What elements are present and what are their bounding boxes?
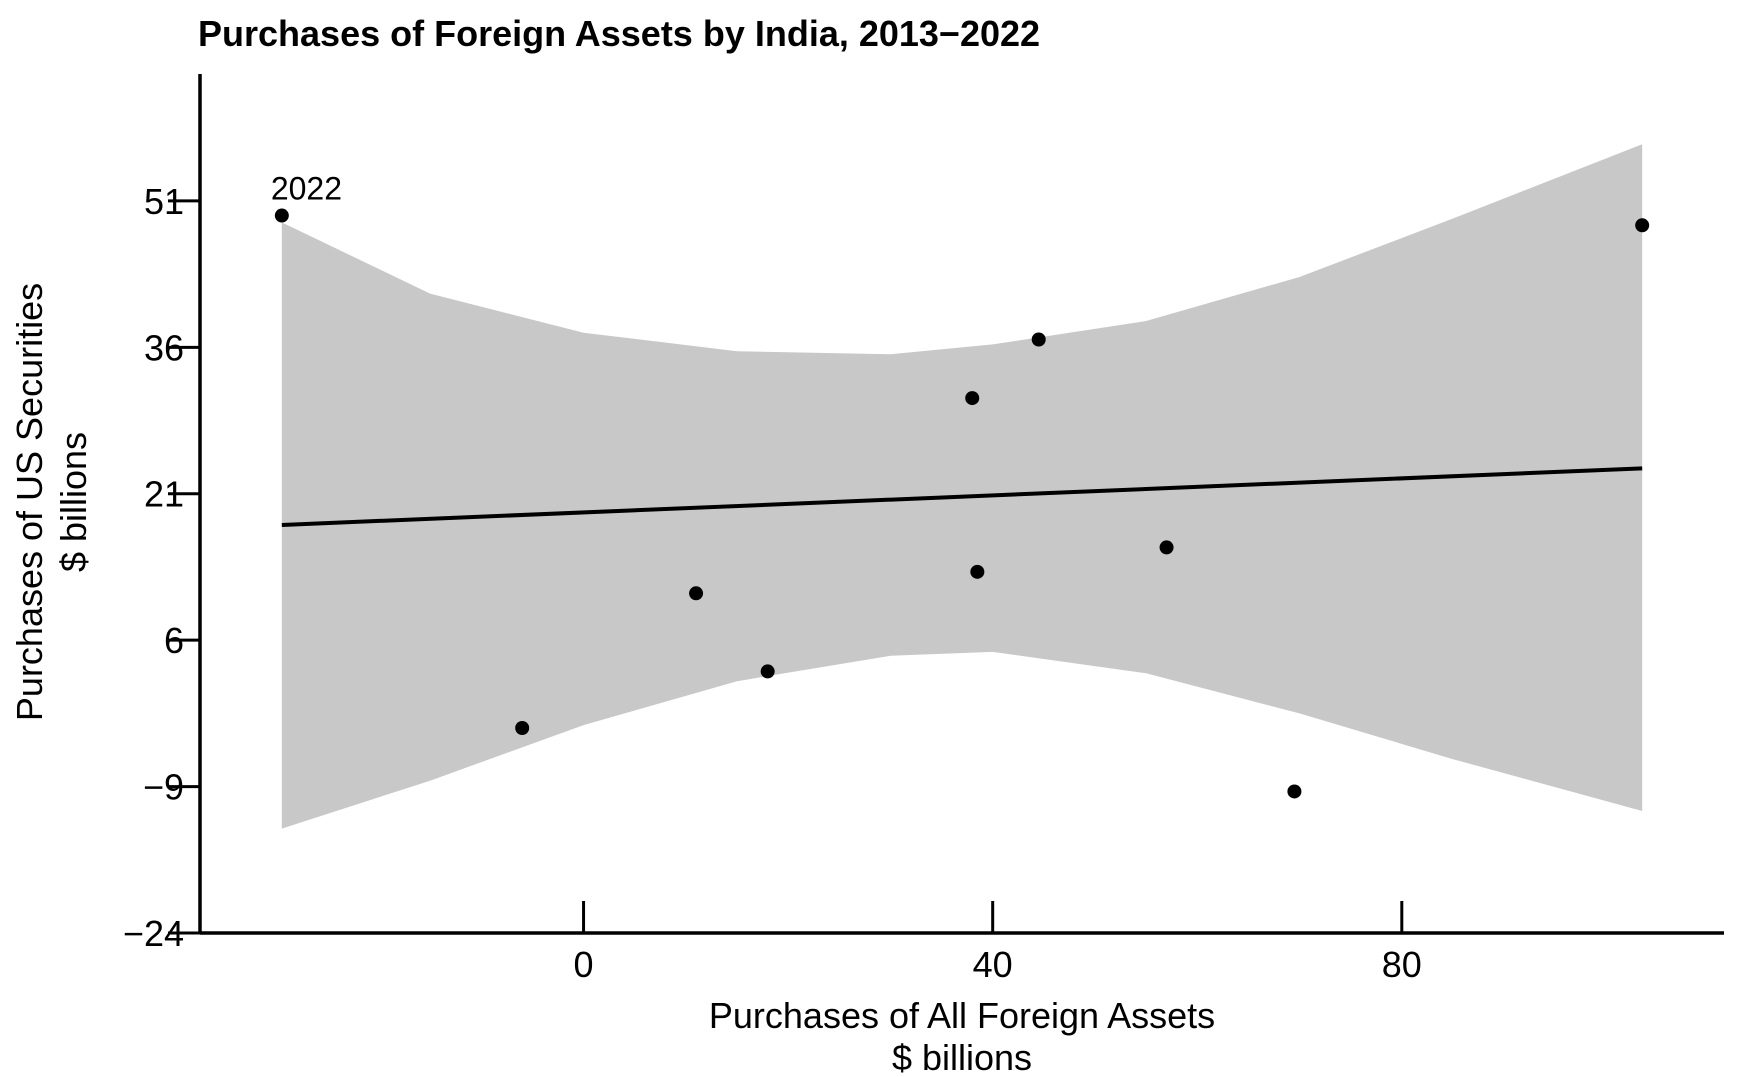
data-point <box>970 564 985 579</box>
y-tick-label: 51 <box>144 181 184 222</box>
y-tick-label: −24 <box>123 913 184 954</box>
x-axis-title: Purchases of All Foreign Assets <box>709 995 1215 1036</box>
axes-layer <box>198 74 1724 935</box>
y-tick-label: 21 <box>144 474 184 515</box>
x-tick-label: 80 <box>1382 944 1422 985</box>
data-point <box>1635 218 1650 233</box>
x-tick-label: 0 <box>574 944 594 985</box>
confidence-band <box>281 144 1643 829</box>
data-point <box>515 721 530 736</box>
points-layer: 2022 <box>271 171 1650 799</box>
data-point <box>760 664 775 679</box>
chart-title: Purchases of Foreign Assets by India, 20… <box>198 13 1040 54</box>
x-axis-unit: $ billions <box>892 1037 1032 1077</box>
y-ticks-layer: −24 −9 6 21 36 51 <box>123 181 200 954</box>
fit-line <box>281 466 1643 527</box>
data-point <box>274 208 289 223</box>
y-tick-label: 36 <box>144 327 184 368</box>
data-point <box>1159 540 1174 555</box>
data-point <box>1031 332 1046 347</box>
y-tick-label: −9 <box>143 767 184 808</box>
data-point-label: 2022 <box>271 171 342 207</box>
y-axis-unit: $ billions <box>53 432 94 572</box>
fit-line-layer <box>281 466 1643 527</box>
data-point <box>689 586 704 601</box>
confidence-band-layer <box>281 144 1643 829</box>
y-tick-label: 6 <box>164 620 184 661</box>
data-point <box>1287 784 1302 799</box>
x-ticks-layer: 0 40 80 <box>574 901 1422 985</box>
data-point <box>965 391 980 406</box>
y-axis-title: Purchases of US Securities <box>9 283 50 721</box>
x-tick-label: 40 <box>973 944 1013 985</box>
